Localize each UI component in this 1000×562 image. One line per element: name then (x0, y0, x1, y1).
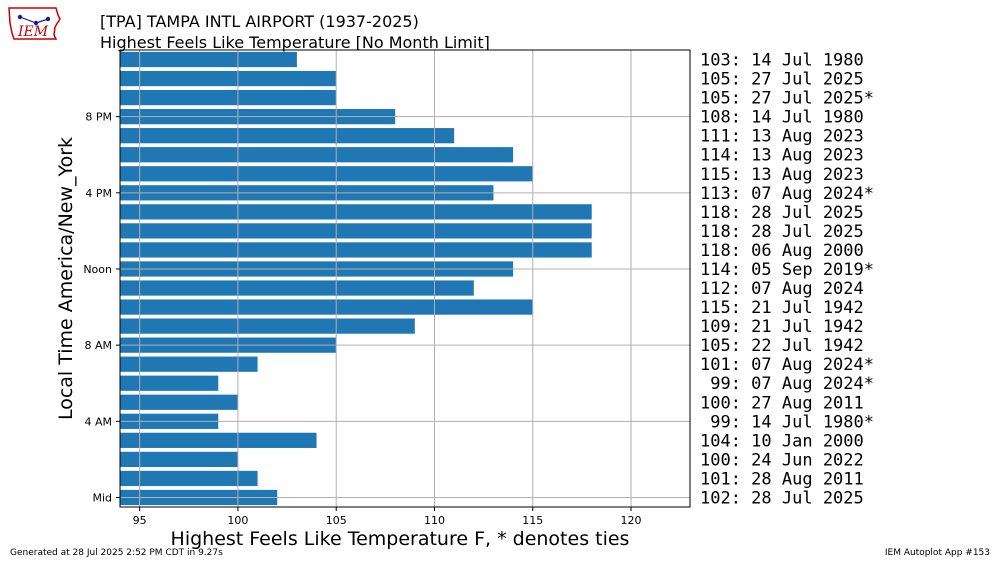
bar-hour-13 (120, 242, 592, 258)
bar-value-label: 99: 07 Aug 2024* (700, 374, 874, 394)
bar-value-label: 100: 24 Jun 2022 (700, 450, 864, 470)
bar-value-label: 115: 13 Aug 2023 (700, 165, 864, 185)
y-tick-label: 4 AM (84, 415, 112, 428)
bar-value-label: 114: 13 Aug 2023 (700, 146, 864, 166)
bar-hour-21 (120, 89, 337, 106)
station-links (19, 16, 49, 24)
bar-hour-10 (120, 299, 533, 315)
bar-value-label: 105: 22 Jul 1942 (700, 336, 864, 356)
bar-hour-2 (120, 451, 238, 468)
bar-value-label: 111: 13 Aug 2023 (700, 127, 864, 147)
bar-hour-19 (120, 128, 455, 144)
y-tick-label: 8 AM (84, 339, 112, 352)
bar-value-label: 118: 06 Aug 2000 (700, 241, 864, 261)
bar-hour-7 (120, 356, 258, 372)
bar-hour-3 (120, 432, 317, 448)
bar-value-label: 113: 07 Aug 2024* (700, 184, 874, 204)
bar-value-label: 112: 07 Aug 2024 (700, 279, 864, 299)
plot-frame (119, 49, 691, 508)
bar-value-label: 118: 28 Jul 2025 (700, 222, 864, 242)
generated-timestamp: Generated at 28 Jul 2025 2:52 PM CDT in … (10, 548, 223, 558)
chart-title: [TPA] TAMPA INTL AIRPORT (1937-2025) (100, 12, 419, 31)
bar-value-label: 104: 10 Jan 2000 (700, 431, 864, 451)
x-tick-label: 120 (621, 514, 642, 527)
bar-value-label: 101: 07 Aug 2024* (700, 355, 874, 375)
bar-hour-9 (120, 318, 415, 334)
bar-hour-17 (120, 166, 533, 182)
bar-hour-5 (120, 394, 238, 410)
bar-value-label: 108: 14 Jul 1980 (700, 108, 864, 128)
bar-hour-23 (120, 51, 297, 68)
bar-value-label: 118: 28 Jul 2025 (700, 203, 864, 223)
iem-logo: IEM (8, 7, 61, 40)
y-tick-label: Noon (83, 263, 112, 276)
bar-value-label: 115: 21 Jul 1942 (700, 298, 864, 318)
bar-hour-18 (120, 147, 514, 163)
x-tick-label: 100 (227, 514, 248, 527)
x-tick-label: 105 (326, 514, 347, 527)
bar-value-label: 100: 27 Aug 2011 (700, 393, 864, 413)
bar-hour-14 (120, 223, 592, 239)
chart-subtitle: Highest Feels Like Temperature [No Month… (100, 33, 490, 52)
y-axis-label: Local Time America/New_York (55, 137, 77, 420)
bar-value-label: 99: 14 Jul 1980* (700, 412, 874, 432)
bar-value-label: 105: 27 Jul 2025* (700, 89, 874, 109)
x-tick-label: 110 (424, 514, 445, 527)
x-tick-label: 115 (522, 514, 543, 527)
iem-logo-text: IEM (17, 24, 49, 40)
bar-hour-1 (120, 470, 258, 487)
x-axis-label: Highest Feels Like Temperature F, * deno… (171, 528, 630, 550)
y-tick-label: 4 PM (85, 187, 112, 200)
bar-value-label: 101: 28 Aug 2011 (700, 469, 864, 489)
bar-value-label: 109: 21 Jul 1942 (700, 317, 864, 337)
bar-hour-11 (120, 280, 474, 296)
app-credit: IEM Autoplot App #153 (884, 548, 990, 558)
bar-hour-15 (120, 204, 592, 220)
iowa-state-outline (8, 7, 61, 40)
bar-value-label: 114: 05 Sep 2019* (700, 260, 874, 280)
bar-hour-6 (120, 375, 219, 391)
bar-value-label: 105: 27 Jul 2025 (700, 70, 864, 90)
bar-value-label: 102: 28 Jul 2025 (700, 488, 864, 508)
bar-value-label: 103: 14 Jul 1980 (700, 51, 864, 71)
x-tick-label: 95 (133, 514, 147, 527)
bar-hour-22 (120, 70, 337, 87)
y-tick-label: Mid (92, 491, 112, 504)
y-tick-label: 8 PM (85, 111, 112, 124)
